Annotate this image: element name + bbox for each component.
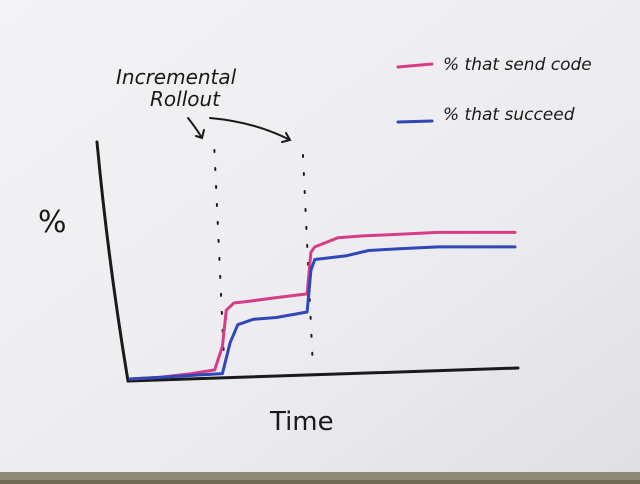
legend-swatch-succeed (396, 119, 434, 124)
annotation-line-2: Rollout (150, 87, 221, 111)
legend-swatch-send-code (396, 62, 434, 69)
annotation-arrow-right (209, 117, 292, 143)
series-layer (128, 230, 517, 381)
rollout-annotation: Incremental Rollout (116, 65, 292, 143)
series-line-send-code (128, 230, 517, 381)
series-line-succeed (128, 245, 517, 381)
annotation-arrow-left (187, 117, 205, 140)
y-axis-label: % (38, 205, 67, 240)
x-axis-label: Time (269, 407, 334, 437)
legend-label-send-code: % that send code (443, 55, 592, 75)
legend-label-succeed: % that succeed (443, 105, 575, 125)
annotation-line-1: Incremental (116, 65, 237, 89)
x-axis (126, 366, 520, 383)
y-axis (95, 140, 130, 383)
board-frame-bottom (0, 472, 640, 480)
axes (95, 140, 520, 383)
rollout-marker-line-2 (301, 154, 314, 369)
legend: % that send code % that succeed (396, 55, 592, 125)
